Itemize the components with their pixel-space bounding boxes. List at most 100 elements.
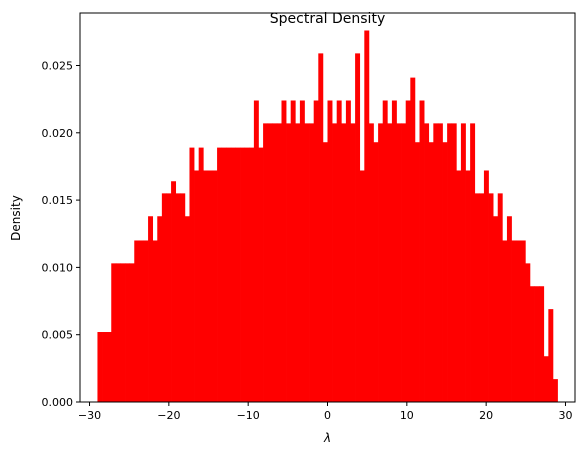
histogram-bar	[175, 193, 181, 402]
y-axis-label: Density	[9, 195, 23, 241]
histogram-bar	[368, 123, 374, 402]
y-axis: 0.000 0.005 0.010 0.015 0.020 0.025	[42, 59, 80, 409]
histogram-bar	[424, 123, 430, 402]
histogram-bar	[138, 240, 144, 402]
histogram-bar	[419, 100, 425, 403]
histogram-bar	[497, 193, 503, 402]
histogram-bar	[194, 170, 200, 402]
histogram-bar	[148, 216, 154, 402]
histogram-bar	[396, 123, 402, 402]
histogram-bar	[235, 147, 241, 402]
histogram-bar	[97, 332, 103, 402]
histogram-bar	[322, 142, 328, 402]
histogram-bar	[240, 147, 246, 402]
histogram-bar	[350, 123, 356, 402]
histogram-bar	[180, 193, 186, 402]
histogram-bar	[102, 332, 108, 402]
histogram-bar	[125, 263, 131, 402]
histogram-bar	[511, 240, 517, 402]
histogram-bar	[433, 123, 439, 402]
histogram-bar	[552, 379, 558, 402]
histogram-bar	[336, 100, 342, 403]
histogram-bar	[111, 263, 117, 402]
histogram-bar	[437, 123, 443, 402]
histogram-bar	[474, 193, 480, 402]
histogram-bar	[106, 332, 112, 402]
histogram-bar	[226, 147, 232, 402]
histogram-bar	[120, 263, 126, 402]
histogram-bar	[520, 240, 526, 402]
histogram-bar	[221, 147, 227, 402]
histogram-bar	[410, 77, 416, 402]
histogram-bar	[327, 100, 333, 403]
x-axis-label: λ	[323, 431, 331, 445]
histogram-bar	[525, 263, 531, 402]
histogram-bar	[143, 240, 149, 402]
histogram-bar	[157, 216, 163, 402]
histogram-bar	[479, 193, 485, 402]
histogram-bar	[203, 170, 209, 402]
histogram-bar	[129, 263, 135, 402]
histogram-bar	[249, 147, 255, 402]
histogram-bar	[341, 123, 347, 402]
histogram-bar	[286, 123, 292, 402]
histogram-bar	[345, 100, 351, 403]
histogram-bar	[456, 170, 462, 402]
x-tick-label: −30	[78, 409, 101, 422]
histogram-bar	[304, 123, 310, 402]
histogram-bar	[355, 53, 361, 403]
y-tick-label: 0.010	[42, 261, 74, 274]
histogram-bar	[198, 147, 204, 402]
histogram-bar	[447, 123, 453, 402]
histogram-bar	[529, 286, 535, 402]
histogram-bar	[378, 123, 384, 402]
histogram-bar	[539, 286, 545, 402]
histogram-bar	[309, 123, 315, 402]
histogram-bar	[134, 240, 140, 402]
y-tick-label: 0.020	[42, 127, 74, 140]
histogram-bar	[391, 100, 397, 403]
histogram-bar	[313, 100, 319, 403]
histogram-bar	[506, 216, 512, 402]
histogram-bar	[465, 170, 471, 402]
histogram-bar	[189, 147, 195, 402]
x-axis: −30 −20 −10 0 10 20 30	[78, 402, 572, 422]
histogram-bar	[502, 240, 508, 402]
histogram-bar	[543, 356, 549, 402]
histogram-bar	[359, 170, 365, 402]
histogram-bar	[483, 170, 489, 402]
histogram-bar	[295, 123, 301, 402]
histogram-bar	[414, 142, 420, 402]
histogram-bar	[115, 263, 121, 402]
y-tick-label: 0.005	[42, 329, 74, 342]
histogram-bar	[548, 309, 554, 402]
histogram-bar	[460, 123, 466, 402]
histogram-bar	[184, 216, 190, 402]
histogram-bar	[299, 100, 305, 403]
histogram-bar	[373, 142, 379, 402]
histogram-bar	[281, 100, 287, 403]
x-tick-label: 20	[479, 409, 493, 422]
histogram-bar	[212, 170, 218, 402]
histogram-bar	[451, 123, 457, 402]
histogram-bar	[152, 240, 158, 402]
histogram-bar	[516, 240, 522, 402]
histogram-bar	[493, 216, 499, 402]
histogram-bar	[258, 147, 264, 402]
y-tick-label: 0.000	[42, 396, 74, 409]
histogram-bar	[401, 123, 407, 402]
histogram-bar	[267, 123, 273, 402]
histogram-bar	[263, 123, 269, 402]
histogram-bar	[161, 193, 167, 402]
histogram-bars	[97, 30, 558, 403]
histogram-bar	[387, 123, 393, 402]
histogram-bar	[230, 147, 236, 402]
x-tick-label: 0	[324, 409, 331, 422]
histogram-bar	[428, 142, 434, 402]
histogram-bar	[442, 142, 448, 402]
histogram-bar	[207, 170, 213, 402]
x-tick-label: −20	[157, 409, 180, 422]
histogram-bar	[290, 100, 296, 403]
histogram-bar	[382, 100, 388, 403]
